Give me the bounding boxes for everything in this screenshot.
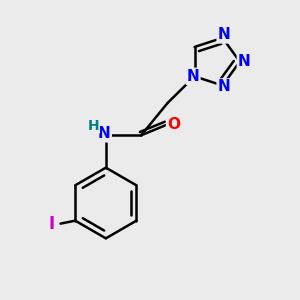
- Text: N: N: [98, 126, 111, 141]
- Text: H: H: [88, 119, 99, 133]
- Text: N: N: [218, 27, 230, 42]
- Text: N: N: [218, 80, 230, 94]
- Text: I: I: [49, 214, 55, 232]
- Text: N: N: [238, 54, 250, 69]
- Text: O: O: [167, 118, 180, 133]
- Text: N: N: [187, 69, 200, 84]
